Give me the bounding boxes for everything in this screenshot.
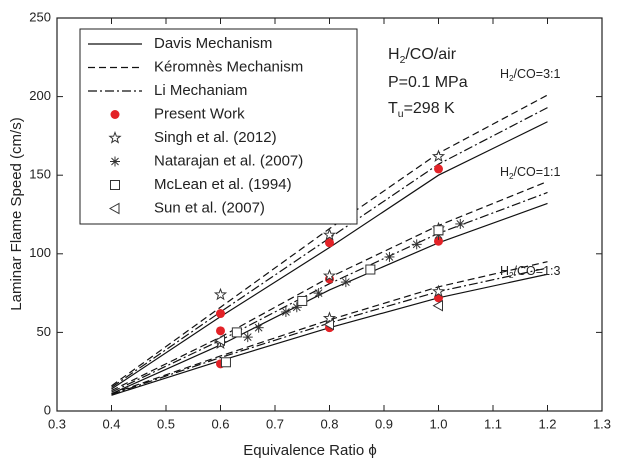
annotation-text: P=0.1 MPa: [388, 74, 468, 91]
y-tick-label: 200: [29, 88, 51, 103]
marker: [322, 228, 337, 241]
marker-stroke: [412, 240, 421, 249]
legend-label: Natarajan et al. (2007): [154, 152, 303, 169]
marker: [220, 357, 231, 368]
marker: [110, 156, 120, 167]
annotation-text: /CO=3:1: [514, 67, 561, 81]
marker: [455, 218, 466, 229]
marker: [280, 306, 291, 317]
annotation-text: H: [500, 67, 509, 81]
annotation: H2/CO=1:3: [500, 264, 560, 280]
y-tick-label: 0: [44, 402, 51, 417]
annotation-text: H: [388, 46, 400, 63]
x-tick-label: 0.7: [266, 416, 284, 431]
x-tick-label: 0.5: [157, 416, 175, 431]
marker: [322, 268, 337, 282]
legend-label: Li Mechaniam: [154, 82, 247, 99]
marker-stroke: [456, 220, 465, 228]
y-tick-label: 250: [29, 9, 51, 24]
curve: [111, 202, 548, 395]
marker-stroke: [111, 157, 119, 166]
marker: [340, 277, 351, 288]
marker: [108, 131, 122, 144]
curve: [111, 107, 548, 388]
annotation-subscript: 2: [509, 74, 514, 83]
marker: [297, 295, 308, 306]
annotation-text: T: [388, 100, 398, 117]
annotation-subscript: 2: [509, 271, 514, 280]
y-axis-label: Laminar Flame Speed (cm/s): [8, 117, 25, 310]
annotation-text: =298 K: [404, 100, 455, 117]
marker: [431, 284, 446, 298]
marker: [213, 287, 228, 301]
marker: [434, 164, 443, 174]
annotation: Tu=298 K: [388, 100, 455, 119]
marker: [216, 309, 225, 319]
marker-stroke: [254, 323, 263, 332]
annotation-subscript: 2: [509, 172, 514, 181]
marker: [108, 202, 120, 215]
legend-label: McLean et al. (1994): [154, 176, 292, 193]
marker: [216, 326, 225, 336]
annotation-subscript: 2: [400, 55, 406, 66]
x-tick-label: 1.2: [538, 416, 556, 431]
x-tick-label: 0.3: [48, 416, 66, 431]
marker: [325, 238, 334, 248]
marker: [110, 180, 120, 190]
marker: [411, 239, 422, 250]
x-tick-label: 1.0: [429, 416, 447, 431]
y-tick-label: 150: [29, 167, 51, 182]
marker-stroke: [282, 308, 290, 316]
marker: [231, 327, 242, 338]
curve: [111, 273, 548, 396]
legend-box: [79, 28, 358, 225]
marker-stroke: [243, 333, 252, 342]
marker: [322, 311, 337, 324]
x-tick-label: 0.6: [211, 416, 229, 431]
marker: [365, 264, 376, 275]
annotation: P=0.1 MPa: [388, 74, 468, 91]
annotation: H2/CO=3:1: [500, 67, 560, 83]
plot-frame: [56, 17, 603, 412]
legend-label: Sun et al. (2007): [154, 199, 265, 216]
marker: [434, 236, 443, 246]
x-tick-label: 0.8: [320, 416, 338, 431]
curve: [111, 121, 548, 390]
marker: [253, 322, 264, 333]
marker: [110, 110, 120, 119]
marker-stroke: [385, 253, 394, 261]
annotation-text: /CO/air: [405, 46, 456, 63]
annotation-text: H: [500, 165, 509, 179]
legend-label: Present Work: [154, 105, 245, 122]
annotation-text: /CO=1:1: [514, 165, 561, 179]
annotation-subscript: u: [398, 109, 404, 120]
marker: [384, 251, 395, 262]
marker: [432, 299, 443, 312]
x-tick-label: 0.4: [102, 416, 120, 431]
annotation: H2/CO=1:1: [500, 165, 560, 181]
annotation-text: /CO=1:3: [514, 264, 561, 278]
marker: [431, 149, 446, 162]
annotation-text: H: [500, 264, 509, 278]
marker-stroke: [314, 289, 323, 297]
legend-label: Davis Mechanism: [154, 35, 272, 52]
marker: [214, 334, 225, 347]
y-tick-label: 50: [37, 324, 51, 339]
curve: [111, 191, 548, 393]
marker: [242, 332, 253, 343]
legend-label: Singh et al. (2012): [154, 129, 277, 146]
x-tick-label: 1.1: [484, 416, 502, 431]
x-axis-label: Equivalence Ratio ϕ: [243, 442, 376, 459]
x-tick-label: 1.3: [593, 416, 611, 431]
annotation: H2/CO/air: [388, 46, 457, 65]
x-tick-label: 0.9: [375, 416, 393, 431]
marker: [433, 225, 444, 236]
marker-stroke: [341, 278, 350, 286]
y-tick-label: 100: [29, 245, 51, 260]
legend-label: Kéromnès Mechanism: [154, 58, 303, 75]
marker: [323, 318, 334, 331]
marker: [313, 288, 324, 299]
